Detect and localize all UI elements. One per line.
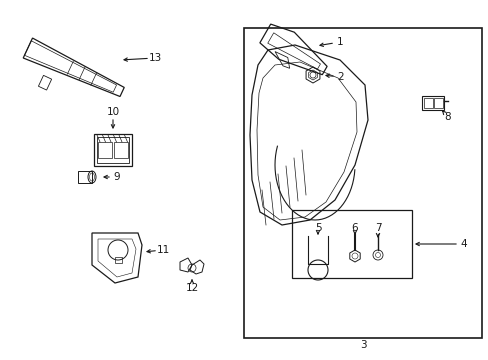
Text: 1: 1 — [336, 37, 343, 47]
Text: 4: 4 — [460, 239, 467, 249]
Text: 9: 9 — [113, 172, 120, 182]
Bar — [433, 98, 442, 108]
Text: 6: 6 — [351, 223, 358, 233]
Bar — [94, 134, 132, 166]
Bar — [97, 137, 129, 163]
Text: 7: 7 — [374, 223, 381, 233]
Bar — [423, 98, 432, 108]
Bar — [115, 257, 122, 263]
Text: 13: 13 — [148, 53, 162, 63]
Bar — [421, 96, 443, 110]
Text: 3: 3 — [359, 340, 366, 350]
Bar — [114, 142, 128, 158]
Bar — [244, 28, 481, 338]
Text: 2: 2 — [337, 72, 344, 82]
Text: 8: 8 — [444, 112, 450, 122]
Text: 10: 10 — [106, 107, 120, 117]
Text: 12: 12 — [185, 283, 198, 293]
Bar — [78, 171, 92, 183]
Bar — [291, 210, 411, 278]
Text: 11: 11 — [156, 245, 169, 255]
Text: 5: 5 — [314, 223, 321, 233]
Bar — [98, 142, 112, 158]
